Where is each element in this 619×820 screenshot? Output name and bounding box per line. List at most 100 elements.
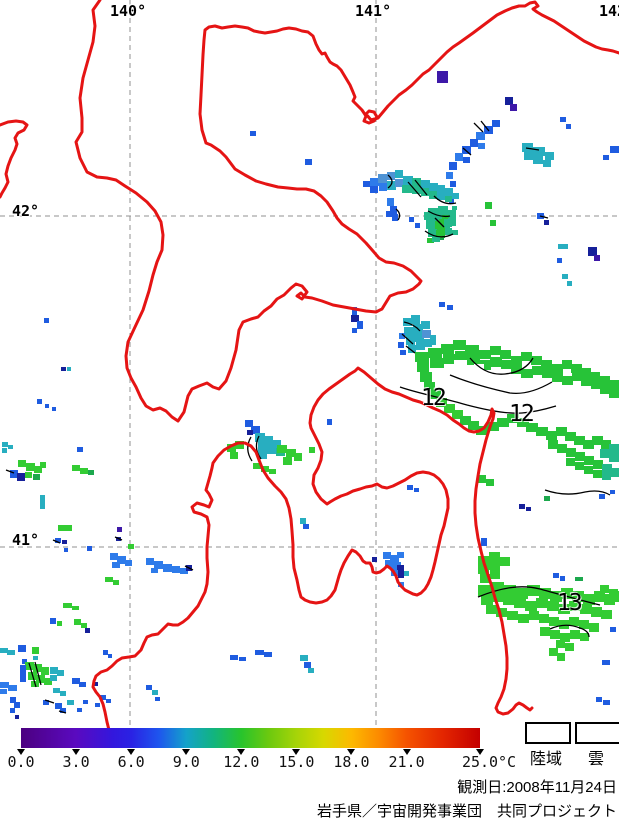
sst-cell xyxy=(379,183,387,191)
sst-cell xyxy=(445,196,452,202)
latitude-label: 41° xyxy=(12,531,40,549)
sst-cell xyxy=(146,558,154,565)
sst-cell xyxy=(83,700,88,704)
sst-cell xyxy=(81,623,87,628)
temperature-contour xyxy=(449,374,553,395)
sst-cell xyxy=(283,457,292,465)
sst-cell xyxy=(264,652,272,657)
sst-cell xyxy=(253,463,261,469)
sst-cell xyxy=(540,627,550,636)
sst-cell xyxy=(481,595,493,605)
sst-cell xyxy=(14,702,20,708)
sst-cell xyxy=(426,220,436,229)
sst-cell xyxy=(562,376,573,385)
sst-cell xyxy=(33,656,38,660)
sst-cell xyxy=(444,404,455,413)
sst-cell xyxy=(88,470,94,475)
sst-cell xyxy=(432,237,440,242)
sst-cell xyxy=(580,633,589,641)
sst-cell xyxy=(303,524,309,529)
sst-cell xyxy=(600,376,610,385)
coastline xyxy=(0,119,29,199)
sst-cell xyxy=(392,562,401,570)
sst-cell xyxy=(25,472,32,478)
sst-cell xyxy=(550,591,562,602)
sst-cell xyxy=(33,664,42,672)
temperature-contour xyxy=(477,586,601,606)
longitude-label: 140° xyxy=(110,2,147,20)
sst-cell xyxy=(378,174,387,183)
sst-cell xyxy=(510,104,517,111)
sst-cell xyxy=(496,608,507,617)
sst-cell xyxy=(500,350,511,359)
sst-cell xyxy=(593,460,603,469)
sst-cell xyxy=(541,360,552,369)
sst-cell xyxy=(172,566,180,573)
sst-cell xyxy=(490,220,496,226)
sst-cell xyxy=(0,682,9,688)
longitude-label: 141° xyxy=(355,2,392,20)
temperature-contour xyxy=(407,181,422,198)
sst-cell xyxy=(490,346,501,355)
sst-cell xyxy=(436,230,445,238)
temperature-contour xyxy=(387,174,393,189)
sst-cell xyxy=(437,71,448,83)
sst-cell xyxy=(610,146,619,153)
sst-cell xyxy=(245,420,253,427)
sst-cell xyxy=(62,540,67,544)
sst-cell xyxy=(112,562,120,568)
sst-cell xyxy=(467,355,480,365)
sst-cell xyxy=(552,364,563,373)
sst-cell xyxy=(61,367,66,371)
sst-cell xyxy=(10,697,16,703)
sst-cell xyxy=(152,690,158,695)
sst-cell xyxy=(525,601,537,611)
sst-cell xyxy=(412,186,421,194)
sst-cell xyxy=(548,440,558,449)
sst-cell xyxy=(417,362,429,372)
sst-cell xyxy=(110,553,118,560)
sst-cell xyxy=(561,588,573,599)
sst-cell xyxy=(67,700,74,705)
sst-cell xyxy=(33,474,40,480)
sst-cell xyxy=(2,448,7,453)
sst-cell xyxy=(87,546,92,551)
sst-cell xyxy=(300,518,306,524)
colorbar-tick-mark xyxy=(402,749,411,755)
sst-cell xyxy=(151,568,158,573)
sst-cell xyxy=(258,451,267,459)
legend-cloud-swatch xyxy=(575,722,619,744)
sst-cell xyxy=(521,369,533,378)
sst-cell xyxy=(544,496,550,501)
sst-cell xyxy=(10,470,18,478)
sst-cell xyxy=(22,659,27,664)
sst-cell xyxy=(609,380,619,389)
sst-cell xyxy=(398,572,404,578)
sst-cell xyxy=(269,469,276,474)
sst-cell xyxy=(546,414,559,425)
sst-cell xyxy=(72,465,80,471)
sst-cell xyxy=(526,507,531,511)
sst-cell xyxy=(72,678,80,684)
sst-cell xyxy=(128,544,134,549)
sst-cell xyxy=(34,466,42,473)
longitude-label: 142° xyxy=(599,2,619,20)
sst-cell xyxy=(263,436,273,445)
sst-cell xyxy=(420,372,432,382)
sst-cell xyxy=(357,321,363,329)
sst-cell xyxy=(443,354,456,364)
sst-cell xyxy=(428,348,442,358)
sst-cell xyxy=(230,655,238,660)
sst-cell xyxy=(562,274,568,279)
sst-cell xyxy=(492,592,504,602)
sst-cell xyxy=(600,385,610,394)
sst-cell xyxy=(549,648,558,656)
sst-cell xyxy=(255,650,264,655)
contour-value-label: 12 xyxy=(421,385,447,411)
sst-cell xyxy=(15,715,19,719)
sst-cell xyxy=(407,485,413,490)
sst-cell xyxy=(44,678,52,685)
temperature-contour xyxy=(44,699,55,704)
sst-cell xyxy=(255,433,265,442)
sst-cell xyxy=(527,585,540,596)
